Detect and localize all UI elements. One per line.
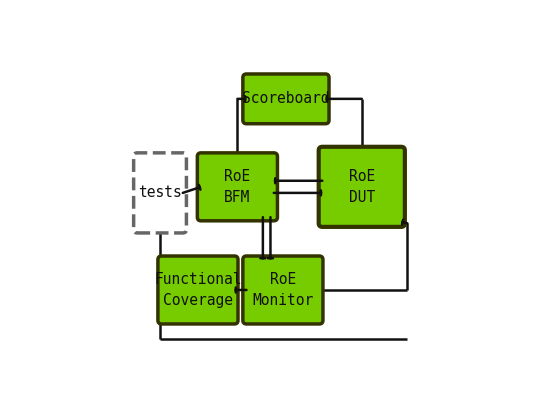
- Text: RoE
Monitor: RoE Monitor: [252, 272, 314, 308]
- Text: RoE
DUT: RoE DUT: [349, 169, 375, 205]
- FancyBboxPatch shape: [158, 256, 238, 324]
- Text: Scoreboard: Scoreboard: [242, 91, 330, 106]
- FancyBboxPatch shape: [134, 153, 187, 233]
- FancyBboxPatch shape: [243, 256, 323, 324]
- FancyBboxPatch shape: [243, 74, 329, 124]
- Text: RoE
BFM: RoE BFM: [224, 169, 251, 205]
- FancyBboxPatch shape: [198, 153, 278, 221]
- Text: Functional
Coverage: Functional Coverage: [154, 272, 242, 308]
- Text: tests: tests: [138, 186, 182, 201]
- FancyBboxPatch shape: [319, 147, 405, 227]
